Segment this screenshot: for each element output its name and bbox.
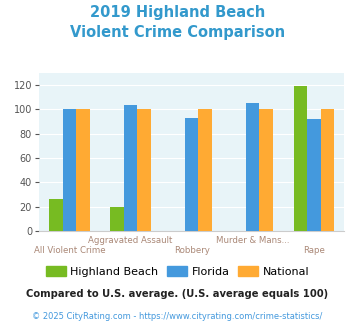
Text: Aggravated Assault: Aggravated Assault xyxy=(88,236,173,245)
Bar xyxy=(321,109,334,231)
Bar xyxy=(185,118,198,231)
Bar xyxy=(198,109,212,231)
Bar xyxy=(246,103,260,231)
Text: Robbery: Robbery xyxy=(174,246,210,255)
Bar xyxy=(260,109,273,231)
Text: Compared to U.S. average. (U.S. average equals 100): Compared to U.S. average. (U.S. average … xyxy=(26,289,329,299)
Text: © 2025 CityRating.com - https://www.cityrating.com/crime-statistics/: © 2025 CityRating.com - https://www.city… xyxy=(32,312,323,321)
Bar xyxy=(76,109,90,231)
Bar xyxy=(137,109,151,231)
Bar xyxy=(307,119,321,231)
Bar xyxy=(110,207,124,231)
Bar xyxy=(294,86,307,231)
Bar xyxy=(124,106,137,231)
Text: All Violent Crime: All Violent Crime xyxy=(34,246,105,255)
Bar xyxy=(63,109,76,231)
Text: Murder & Mans...: Murder & Mans... xyxy=(216,236,290,245)
Text: Rape: Rape xyxy=(303,246,325,255)
Legend: Highland Beach, Florida, National: Highland Beach, Florida, National xyxy=(41,261,314,281)
Bar xyxy=(49,199,63,231)
Text: 2019 Highland Beach: 2019 Highland Beach xyxy=(90,5,265,20)
Text: Violent Crime Comparison: Violent Crime Comparison xyxy=(70,25,285,40)
